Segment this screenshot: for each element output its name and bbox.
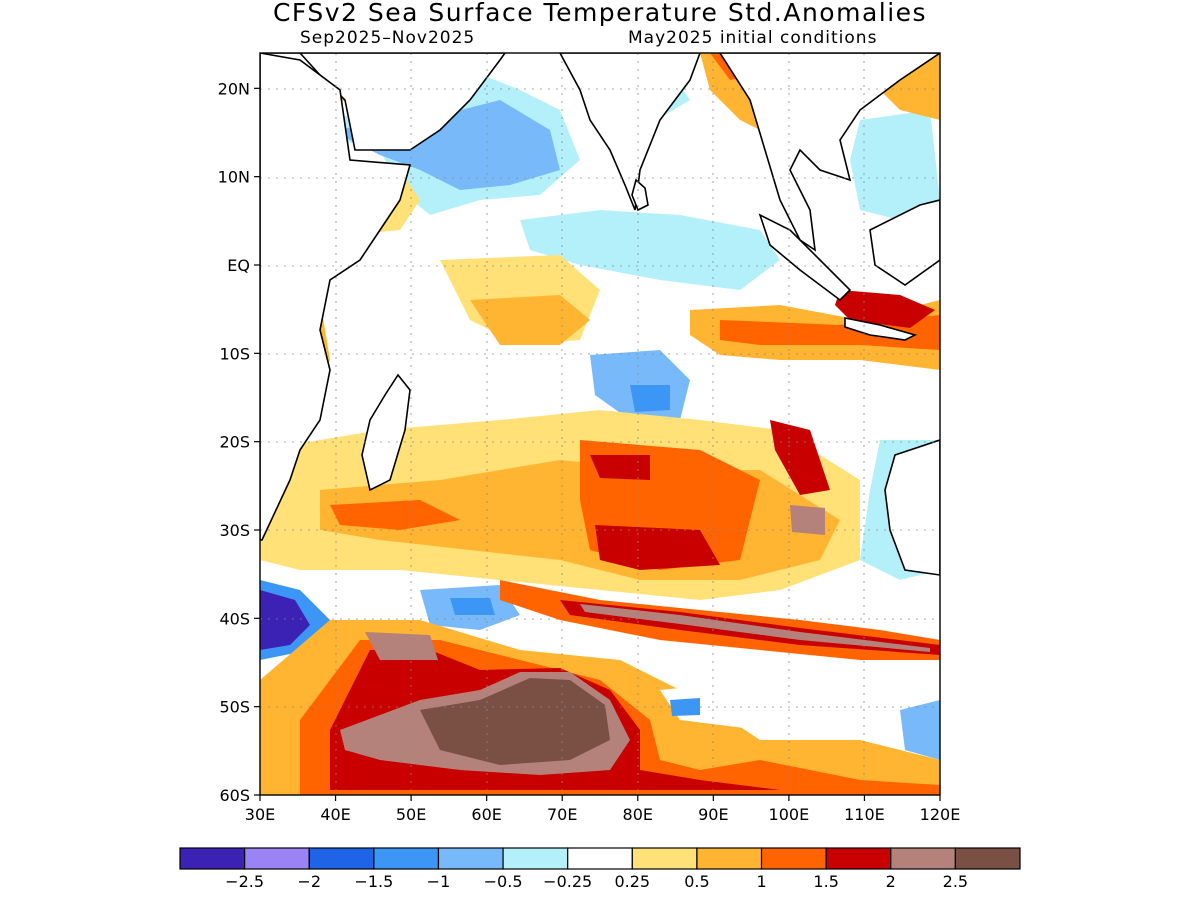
- colorbar-swatch: [437, 847, 504, 870]
- land-sumatra: [758, 213, 852, 302]
- colorbar-swatch: [890, 847, 956, 870]
- colorbar-label: −1: [427, 872, 451, 891]
- colorbar-label: 1.5: [813, 872, 838, 891]
- land-australia: [884, 439, 940, 576]
- colorbar-swatch: [179, 847, 246, 870]
- anomaly-region-south-east-blue-2: [900, 700, 940, 760]
- anomaly-region-equatorial-blue: [520, 210, 780, 290]
- anomaly-region-subtropical-peak-1: [590, 455, 650, 480]
- anomaly-region-south-blue-core: [450, 598, 495, 615]
- lat-tick-label: 10N: [218, 168, 250, 187]
- lon-tick-label: 100E: [769, 805, 810, 824]
- colorbar-swatch: [502, 847, 569, 870]
- lat-tick-label: 50S: [219, 698, 250, 717]
- anomaly-region-sumatra-core: [835, 290, 935, 328]
- colorbar-swatch: [760, 847, 827, 870]
- land-africa: [260, 53, 412, 541]
- colorbar-swatch: [373, 847, 440, 870]
- lon-tick-label: 90E: [698, 805, 728, 824]
- colorbar-labels: −2.5 −2 −1.5 −1 −0.5 −0.25 0.25 0.5 1 1.5 2 2.5: [225, 872, 968, 891]
- anomaly-region-southwest-core: [260, 590, 310, 650]
- anomaly-region-subtropical-peak-3: [790, 505, 825, 535]
- colorbar-swatch: [954, 847, 1021, 870]
- lat-tick-label: EQ: [227, 256, 250, 275]
- colorbar-label: 0.5: [684, 872, 709, 891]
- lat-tick-label: 20N: [218, 79, 250, 98]
- forecast-period: Sep2025–Nov2025: [300, 28, 476, 48]
- lat-tick-label: 30S: [219, 521, 250, 540]
- anomaly-region-west-hot: [330, 500, 460, 530]
- colorbar-label: 0.25: [614, 872, 650, 891]
- colorbar-swatch: [696, 847, 763, 870]
- lon-tick-label: 30E: [245, 805, 275, 824]
- map-title: CFSv2 Sea Surface Temperature Std.Anomal…: [272, 0, 928, 27]
- latitude-axis: 20N 10N EQ 10S 20S 30S 40S 50S 60S: [218, 79, 260, 805]
- land-java: [844, 317, 918, 341]
- colorbar-swatch: [567, 847, 633, 870]
- lon-tick-label: 60E: [471, 805, 501, 824]
- colorbar-label: 2: [886, 872, 896, 891]
- land: [260, 53, 940, 576]
- lat-tick-label: 20S: [219, 433, 250, 452]
- colorbar-label: −0.25: [543, 872, 592, 891]
- longitude-axis: 30E 40E 50E 60E 70E 80E 90E 100E 110E 120E: [245, 795, 961, 824]
- anomaly-region-subtropical-peak-2: [770, 420, 830, 495]
- lon-tick-label: 40E: [320, 805, 350, 824]
- anomaly-region-south-central-core: [630, 385, 670, 412]
- anomaly-region-south-east-white: [660, 670, 940, 740]
- colorbar-label: −1.5: [354, 872, 393, 891]
- lon-tick-label: 110E: [844, 805, 885, 824]
- colorbar-swatch: [825, 847, 892, 870]
- land-madagascar: [361, 373, 411, 492]
- colorbar-label: 1: [756, 872, 766, 891]
- anomaly-region-subtropical-core: [595, 525, 720, 570]
- colorbar-swatch: [308, 847, 375, 870]
- colorbar-swatch: [631, 847, 698, 870]
- anomaly-region-central-orange: [470, 295, 590, 345]
- colorbar-swatch: [244, 847, 310, 870]
- lon-tick-label: 70E: [547, 805, 577, 824]
- land-indochina: [719, 53, 940, 252]
- land-borneo: [869, 199, 940, 286]
- lat-tick-label: 60S: [219, 786, 250, 805]
- gridlines: [260, 53, 940, 795]
- land-arabia-africa: [260, 53, 506, 151]
- anomaly-region-south-china-sea: [850, 110, 940, 220]
- colorbar-label: −2: [297, 872, 321, 891]
- colorbar-label: 2.5: [943, 872, 968, 891]
- colorbar: [179, 847, 1021, 870]
- lat-tick-label: 10S: [219, 344, 250, 363]
- colorbar-label: −2.5: [225, 872, 264, 891]
- anomaly-region-southern-ocean-max: [420, 678, 610, 765]
- anomaly-region-arabian-sea-core: [330, 100, 560, 190]
- colorbar-label: −0.5: [484, 872, 523, 891]
- lon-tick-label: 80E: [623, 805, 653, 824]
- land-sri-lanka: [631, 178, 649, 212]
- anomaly-region-acc-peak: [580, 604, 930, 652]
- lat-tick-label: 40S: [219, 609, 250, 628]
- initial-conditions: May2025 initial conditions: [628, 28, 878, 48]
- lon-tick-label: 50E: [396, 805, 426, 824]
- anomaly-region-crozet-peak: [365, 632, 438, 660]
- lon-tick-label: 120E: [920, 805, 961, 824]
- land-india: [559, 53, 701, 211]
- plot-frame: [259, 52, 941, 796]
